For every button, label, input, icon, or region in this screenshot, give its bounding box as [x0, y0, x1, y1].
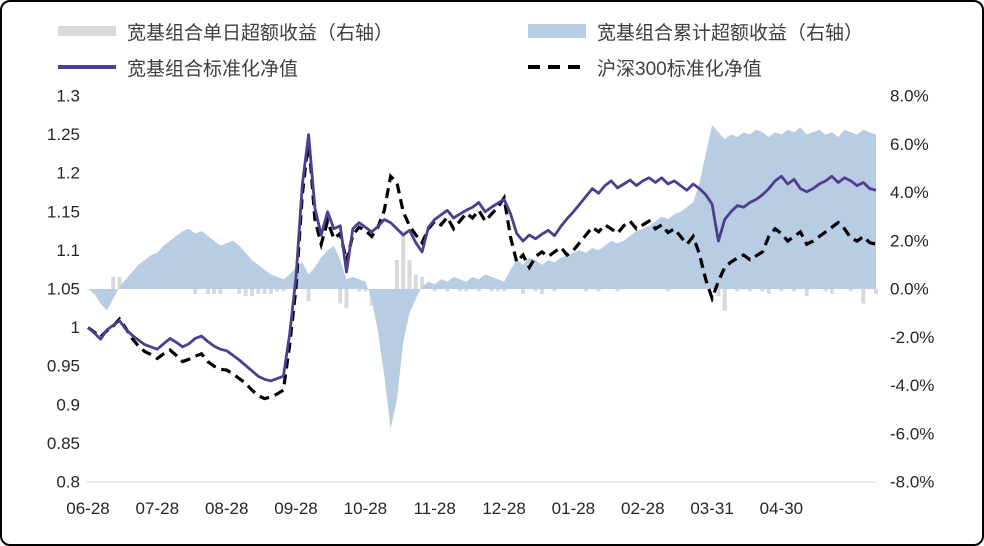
x-axis-tick-label: 10-28: [344, 499, 387, 518]
x-axis-tick-label: 12-28: [482, 499, 525, 518]
right-axis-tick-label: 8.0%: [890, 88, 929, 106]
daily-excess-bar-swatch-icon: [58, 26, 116, 36]
cumulative-excess-area-swatch-icon: [528, 24, 586, 38]
x-axis-tick-label: 07-28: [136, 499, 179, 518]
left-axis-tick-label: 1.25: [47, 125, 80, 144]
left-axis-tick-label: 1.1: [56, 241, 80, 260]
legend-item-cumulative-excess: 宽基组合累计超额收益（右轴）: [528, 14, 972, 48]
left-axis-tick-label: 0.9: [56, 395, 80, 414]
x-axis-tick-label: 11-28: [414, 499, 456, 518]
series-portfolio-nav-line: [87, 133, 877, 383]
legend-item-csi300-nav: 沪深300标准化净值: [528, 50, 972, 84]
series-cumulative-excess-area: [88, 125, 876, 429]
right-axis-tick-label: -4.0%: [890, 376, 934, 395]
right-axis-tick-label: -8.0%: [890, 473, 934, 492]
series-csi300-dashed-line: [87, 138, 877, 401]
legend-item-portfolio-nav: 宽基组合标准化净值: [58, 50, 528, 84]
left-axis-tick-label: 1.2: [56, 164, 80, 183]
left-axis-tick-label: 1.15: [47, 202, 80, 221]
right-axis-tick-label: 6.0%: [890, 135, 929, 154]
left-axis-tick-label: 1.3: [56, 88, 80, 106]
right-axis-tick-label: 2.0%: [890, 231, 929, 250]
x-axis-tick-label: 09-28: [274, 499, 317, 518]
portfolio-nav-line-swatch-icon: [58, 65, 116, 69]
x-axis-tick-label: 04-30: [760, 499, 803, 518]
legend-label-cumulative-excess: 宽基组合累计超额收益（右轴）: [597, 22, 864, 44]
legend: 宽基组合单日超额收益（右轴） 宽基组合累计超额收益（右轴） 宽基组合标准化净值 …: [2, 2, 982, 88]
left-axis-tick-label: 1.05: [47, 280, 80, 299]
x-axis-tick-label: 03-31: [690, 499, 733, 518]
left-axis-tick-label: 0.85: [47, 434, 80, 453]
legend-label-daily-excess: 宽基组合单日超额收益（右轴）: [127, 22, 394, 44]
right-axis-tick-label: 0.0%: [890, 280, 929, 299]
x-axis-tick-label: 02-28: [621, 499, 664, 518]
x-axis-tick-label: 08-28: [205, 499, 248, 518]
chart-plot-area: 1.3 1.25 1.2 1.15 1.1 1.05 1 0.95 0.9 0.85 0.8 8.0%…: [47, 87, 935, 519]
x-axis-tick-label: 06-28: [66, 499, 109, 518]
right-axis-tick-label: -6.0%: [890, 424, 934, 443]
left-axis-tick-label: 0.8: [56, 473, 80, 492]
left-axis-tick-label: 0.95: [47, 357, 80, 376]
left-axis-tick-label: 1: [71, 318, 80, 337]
legend-label-csi300-nav: 沪深300标准化净值: [597, 58, 762, 80]
csi300-nav-dashed-swatch-icon: [528, 65, 586, 69]
right-axis-tick-label: -2.0%: [890, 328, 934, 347]
x-axis-tick-label: 01-28: [552, 499, 595, 518]
right-axis-tick-label: 4.0%: [890, 183, 929, 202]
legend-item-daily-excess: 宽基组合单日超额收益（右轴）: [58, 14, 528, 48]
legend-label-portfolio-nav: 宽基组合标准化净值: [127, 58, 299, 80]
